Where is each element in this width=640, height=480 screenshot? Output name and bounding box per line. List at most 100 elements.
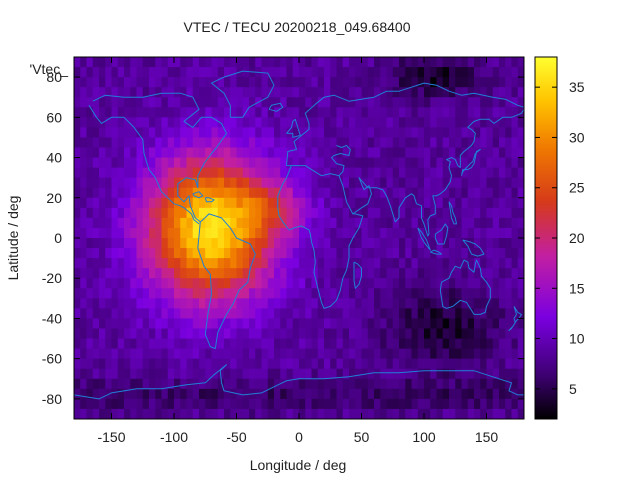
heatmap-cell xyxy=(249,217,256,229)
heatmap-cell xyxy=(199,97,206,108)
heatmap-cell xyxy=(274,368,281,380)
heatmap-cell xyxy=(342,67,350,78)
heatmap-cell xyxy=(92,258,100,269)
heatmap-cell xyxy=(99,97,106,108)
heatmap-cell xyxy=(261,187,269,199)
heatmap-cell xyxy=(205,217,213,229)
heatmap-cell xyxy=(274,217,281,229)
heatmap-cell xyxy=(86,157,94,169)
heatmap-cell xyxy=(274,358,281,370)
heatmap-cell xyxy=(86,378,94,390)
heatmap-cell xyxy=(74,97,81,108)
heatmap-cell xyxy=(505,227,513,239)
heatmap-cell xyxy=(417,87,425,98)
heatmap-cell xyxy=(511,147,519,159)
heatmap-cell xyxy=(111,117,119,128)
heatmap-cell xyxy=(230,127,238,139)
heatmap-cell xyxy=(474,258,481,269)
heatmap-cell xyxy=(467,167,475,179)
heatmap-cell xyxy=(130,57,138,68)
heatmap-cell xyxy=(255,308,263,320)
heatmap-cell xyxy=(280,117,288,128)
heatmap-cell xyxy=(311,388,319,400)
heatmap-cell xyxy=(167,197,175,209)
heatmap-cell xyxy=(224,87,231,98)
heatmap-cell xyxy=(330,147,338,159)
heatmap-cell xyxy=(192,137,200,149)
heatmap-cell xyxy=(267,67,275,78)
heatmap-cell xyxy=(299,248,306,259)
heatmap-cell xyxy=(111,398,119,410)
heatmap-cell xyxy=(224,278,231,289)
heatmap-cell xyxy=(161,147,169,159)
heatmap-cell xyxy=(505,117,513,128)
heatmap-cell xyxy=(342,268,350,279)
heatmap-cell xyxy=(161,298,169,309)
heatmap-cell xyxy=(492,87,500,98)
heatmap-cell xyxy=(417,167,425,179)
heatmap-cell xyxy=(505,87,513,98)
heatmap-cell xyxy=(174,298,181,309)
heatmap-cell xyxy=(274,388,281,400)
heatmap-cell xyxy=(199,217,206,229)
heatmap-cell xyxy=(186,308,194,320)
heatmap-cell xyxy=(299,398,306,410)
heatmap-cell xyxy=(467,348,475,360)
heatmap-cell xyxy=(180,398,188,410)
heatmap-cell xyxy=(417,298,425,309)
heatmap-cell xyxy=(130,167,138,179)
coastlines xyxy=(74,70,524,400)
heatmap-cell xyxy=(267,117,275,128)
heatmap-cell xyxy=(405,388,413,400)
heatmap-cell xyxy=(136,57,144,68)
heatmap-cell xyxy=(311,248,319,259)
heatmap-cell xyxy=(149,97,156,108)
heatmap-cell xyxy=(492,388,500,400)
heatmap-cell xyxy=(155,328,163,340)
heatmap-cell xyxy=(417,328,425,340)
heatmap-cell xyxy=(349,147,356,159)
heatmap-cell xyxy=(311,358,319,370)
heatmap-cell xyxy=(336,308,344,320)
heatmap-cell xyxy=(149,207,156,219)
heatmap-cell xyxy=(392,328,400,340)
heatmap-cell xyxy=(499,248,506,259)
heatmap-cell xyxy=(180,57,188,68)
heatmap-cell xyxy=(261,77,269,88)
heatmap-cell xyxy=(111,77,119,88)
heatmap-cell xyxy=(186,177,194,189)
heatmap-cell xyxy=(324,238,331,249)
heatmap-cell xyxy=(405,258,413,269)
heatmap-cell xyxy=(186,187,194,199)
heatmap-cell xyxy=(355,107,363,118)
heatmap-cell xyxy=(367,197,375,209)
heatmap-cell xyxy=(286,137,294,149)
heatmap-cell xyxy=(267,57,275,68)
heatmap-cell xyxy=(417,258,425,269)
heatmap-cell xyxy=(217,318,225,330)
heatmap-cell xyxy=(461,167,469,179)
heatmap-cell xyxy=(105,57,113,68)
heatmap-cell xyxy=(474,57,481,68)
heatmap-cell xyxy=(280,137,288,149)
heatmap-cell xyxy=(167,57,175,68)
heatmap-cell xyxy=(492,197,500,209)
heatmap-cell xyxy=(374,268,381,279)
heatmap-cell xyxy=(349,117,356,128)
heatmap-cell xyxy=(461,368,469,380)
heatmap-cell xyxy=(299,197,306,209)
heatmap-cell xyxy=(349,258,356,269)
heatmap-cell xyxy=(342,217,350,229)
heatmap-cell xyxy=(99,137,106,149)
heatmap-cell xyxy=(261,308,269,320)
heatmap-cell xyxy=(349,368,356,380)
heatmap-cell xyxy=(74,197,81,209)
heatmap-cell xyxy=(361,378,369,390)
heatmap-cell xyxy=(199,258,206,269)
heatmap-cell xyxy=(392,117,400,128)
heatmap-cell xyxy=(430,298,438,309)
heatmap-cell xyxy=(224,348,231,360)
heatmap-cell xyxy=(367,338,375,350)
heatmap-cell xyxy=(317,308,325,320)
heatmap-cell xyxy=(486,368,494,380)
